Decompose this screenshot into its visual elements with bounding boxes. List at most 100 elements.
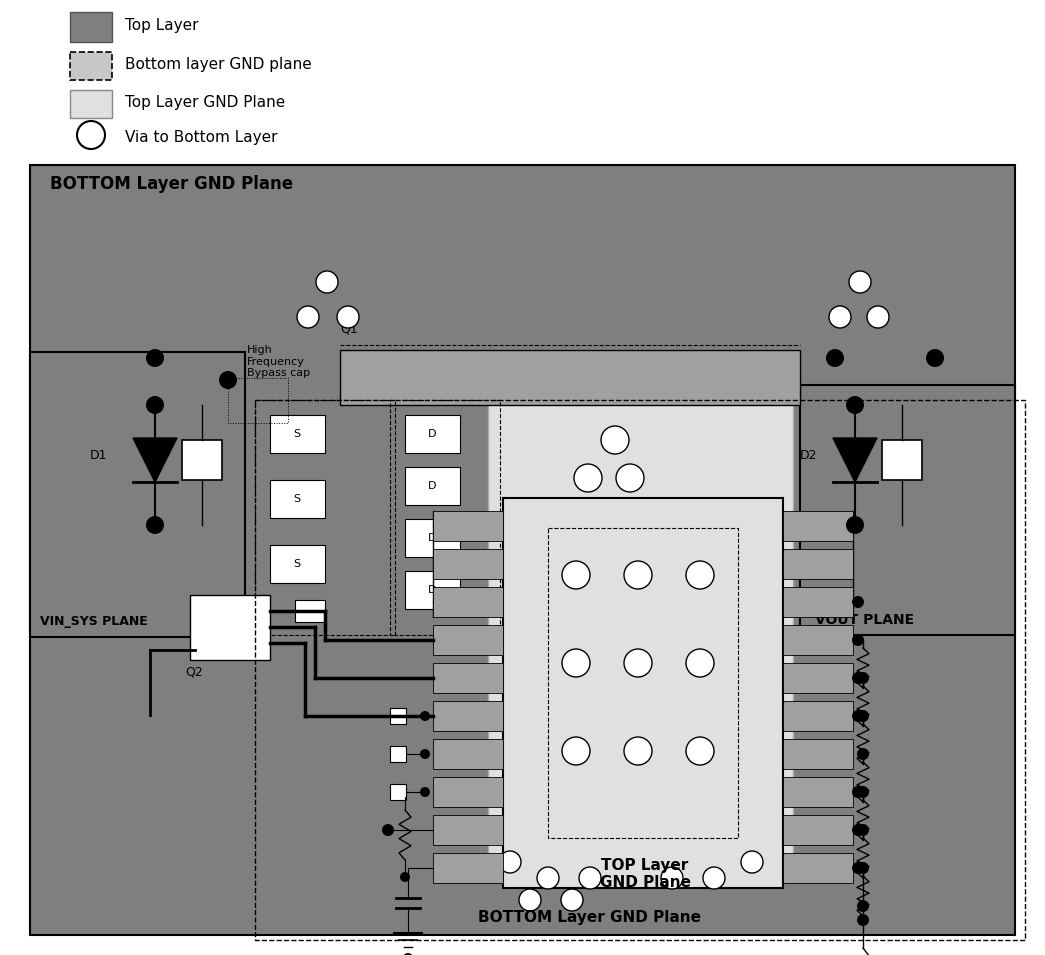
Bar [783,739,853,769]
Bar [783,853,853,883]
Text: D: D [427,533,436,543]
Circle shape [857,672,869,684]
Text: BOTTOM Layer GND Plane: BOTTOM Layer GND Plane [50,175,294,193]
Text: S: S [294,494,301,504]
Bar [783,663,853,693]
Text: dVdT: dVdT [457,863,480,873]
Circle shape [624,561,652,589]
Text: VOUT PLANE: VOUT PLANE [815,613,914,627]
Bar [255,400,395,635]
Circle shape [829,306,851,328]
Text: Bottom layer GND plane: Bottom layer GND plane [125,57,311,72]
Circle shape [562,737,590,765]
Text: IN_SYS: IN_SYS [452,711,484,720]
Circle shape [537,867,559,889]
Polygon shape [133,438,177,482]
Bar [783,815,853,845]
Text: GND: GND [458,825,479,835]
Bar [433,663,503,693]
Circle shape [857,786,869,798]
Circle shape [857,862,869,874]
Text: IN: IN [463,521,472,530]
Polygon shape [833,438,877,482]
Circle shape [403,953,413,955]
Bar [433,587,503,617]
Circle shape [624,649,652,677]
Circle shape [867,306,889,328]
Circle shape [297,306,319,328]
Text: G: G [306,606,314,616]
Bar [228,378,288,423]
Bar [390,708,407,724]
Text: D1: D1 [90,449,108,461]
Bar [390,400,500,635]
Text: D: D [240,600,248,610]
Text: MODE: MODE [805,825,832,835]
Text: D: D [427,585,436,595]
Circle shape [852,634,864,646]
Bar [882,440,922,480]
Circle shape [686,649,714,677]
Bar [255,400,1025,940]
Circle shape [382,824,394,836]
Circle shape [146,396,164,414]
Bar [433,625,503,655]
Circle shape [661,867,683,889]
Circle shape [846,396,864,414]
Text: TOP Layer
GND Plane: TOP Layer GND Plane [600,858,691,890]
Bar [433,853,503,883]
Bar [783,777,853,807]
Text: OUT: OUT [809,560,828,568]
Text: BGATE: BGATE [454,635,483,645]
Bar [390,746,407,762]
Text: Top Layer GND Plane: Top Layer GND Plane [125,95,285,110]
Text: S: S [294,429,301,439]
Bar [503,498,783,888]
Text: BOTTOM Layer GND Plane: BOTTOM Layer GND Plane [479,910,701,925]
Text: D2: D2 [800,449,817,461]
Text: PGOOD: PGOOD [802,635,835,645]
Circle shape [601,426,629,454]
Circle shape [519,889,541,911]
Bar [433,549,503,579]
Circle shape [420,787,429,797]
Bar [548,528,738,838]
Text: OVP: OVP [459,788,478,796]
Circle shape [852,862,864,874]
Circle shape [146,349,164,367]
Circle shape [77,121,104,149]
Bar [405,519,460,557]
Bar [390,784,407,800]
Text: D: D [427,429,436,439]
Bar [405,415,460,453]
Circle shape [857,914,869,926]
Bar [70,12,112,42]
Bar [182,440,222,480]
Circle shape [849,271,870,293]
Circle shape [857,900,869,912]
Text: D: D [427,481,436,491]
Circle shape [420,711,429,721]
Bar [433,815,503,845]
Circle shape [624,737,652,765]
Circle shape [219,371,237,389]
Circle shape [616,464,644,492]
Text: SHDN: SHDN [805,788,831,796]
Text: IN: IN [463,598,472,606]
Text: PGTH: PGTH [806,673,830,683]
Bar [433,701,503,731]
Circle shape [686,561,714,589]
Text: Q2: Q2 [185,665,203,678]
Circle shape [579,867,601,889]
Bar [783,701,853,731]
Bar [270,480,325,518]
Bar [433,511,503,541]
Bar [405,467,460,505]
Bar [783,511,853,541]
Text: FLT: FLT [811,711,826,720]
Text: ILIM: ILIM [809,863,827,873]
Circle shape [741,851,763,873]
Circle shape [400,872,410,882]
Circle shape [562,649,590,677]
Text: High
Frequency
Bypass cap: High Frequency Bypass cap [247,345,310,378]
